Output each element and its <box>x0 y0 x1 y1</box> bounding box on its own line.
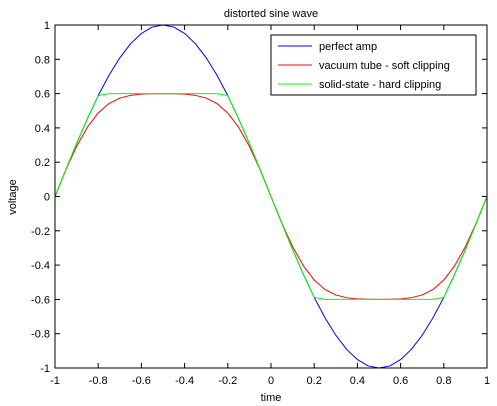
y-tick-label: -0.6 <box>31 294 50 306</box>
y-tick-label: 0.8 <box>35 54 50 66</box>
legend-entries: perfect amp vacuum tube - soft clipping so… <box>278 41 450 91</box>
x-tick-label: -0.2 <box>218 375 237 387</box>
x-tick-label: 0.6 <box>393 375 408 387</box>
x-axis-ticks: -1 -0.8 -0.6 -0.4 -0.2 0 0.2 0.4 0.6 0.8 1 <box>50 25 490 387</box>
x-tick-label: -0.6 <box>132 375 151 387</box>
legend-label-1: perfect amp <box>319 41 377 53</box>
x-tick-label: 0.2 <box>307 375 322 387</box>
y-axis-ticks: 1 0.8 0.6 0.4 0.2 0 -0.2 -0.4 -0.6 -0.8 -1 <box>31 20 487 375</box>
y-tick-label: -0.4 <box>31 260 50 272</box>
x-tick-label: 0.4 <box>350 375 365 387</box>
series-line-3 <box>54 93 488 300</box>
y-tick-label: -1 <box>40 363 50 375</box>
y-axis-title: voltage <box>7 179 19 214</box>
legend-label-2: vacuum tube - soft clipping <box>319 60 450 72</box>
y-tick-label: 0 <box>44 192 50 204</box>
y-tick-label: 0.6 <box>35 89 50 101</box>
x-axis-title: time <box>261 392 282 404</box>
x-tick-label: 0 <box>268 375 274 387</box>
x-tick-label: 1 <box>484 375 490 387</box>
chart-title: distorted sine wave <box>224 8 318 20</box>
x-tick-label: 0.8 <box>436 375 451 387</box>
y-tick-label: 0.4 <box>35 123 50 135</box>
legend-label-3: solid-state - hard clipping <box>319 79 441 91</box>
y-tick-label: -0.2 <box>31 226 50 238</box>
series-group <box>54 24 488 369</box>
x-tick-label: -0.4 <box>175 375 194 387</box>
legend: perfect amp vacuum tube - soft clipping so… <box>270 34 477 96</box>
x-tick-label: -1 <box>50 375 60 387</box>
y-tick-label: 0.2 <box>35 157 50 169</box>
y-tick-label: 1 <box>44 20 50 32</box>
x-tick-label: -0.8 <box>89 375 108 387</box>
y-tick-label: -0.8 <box>31 329 50 341</box>
